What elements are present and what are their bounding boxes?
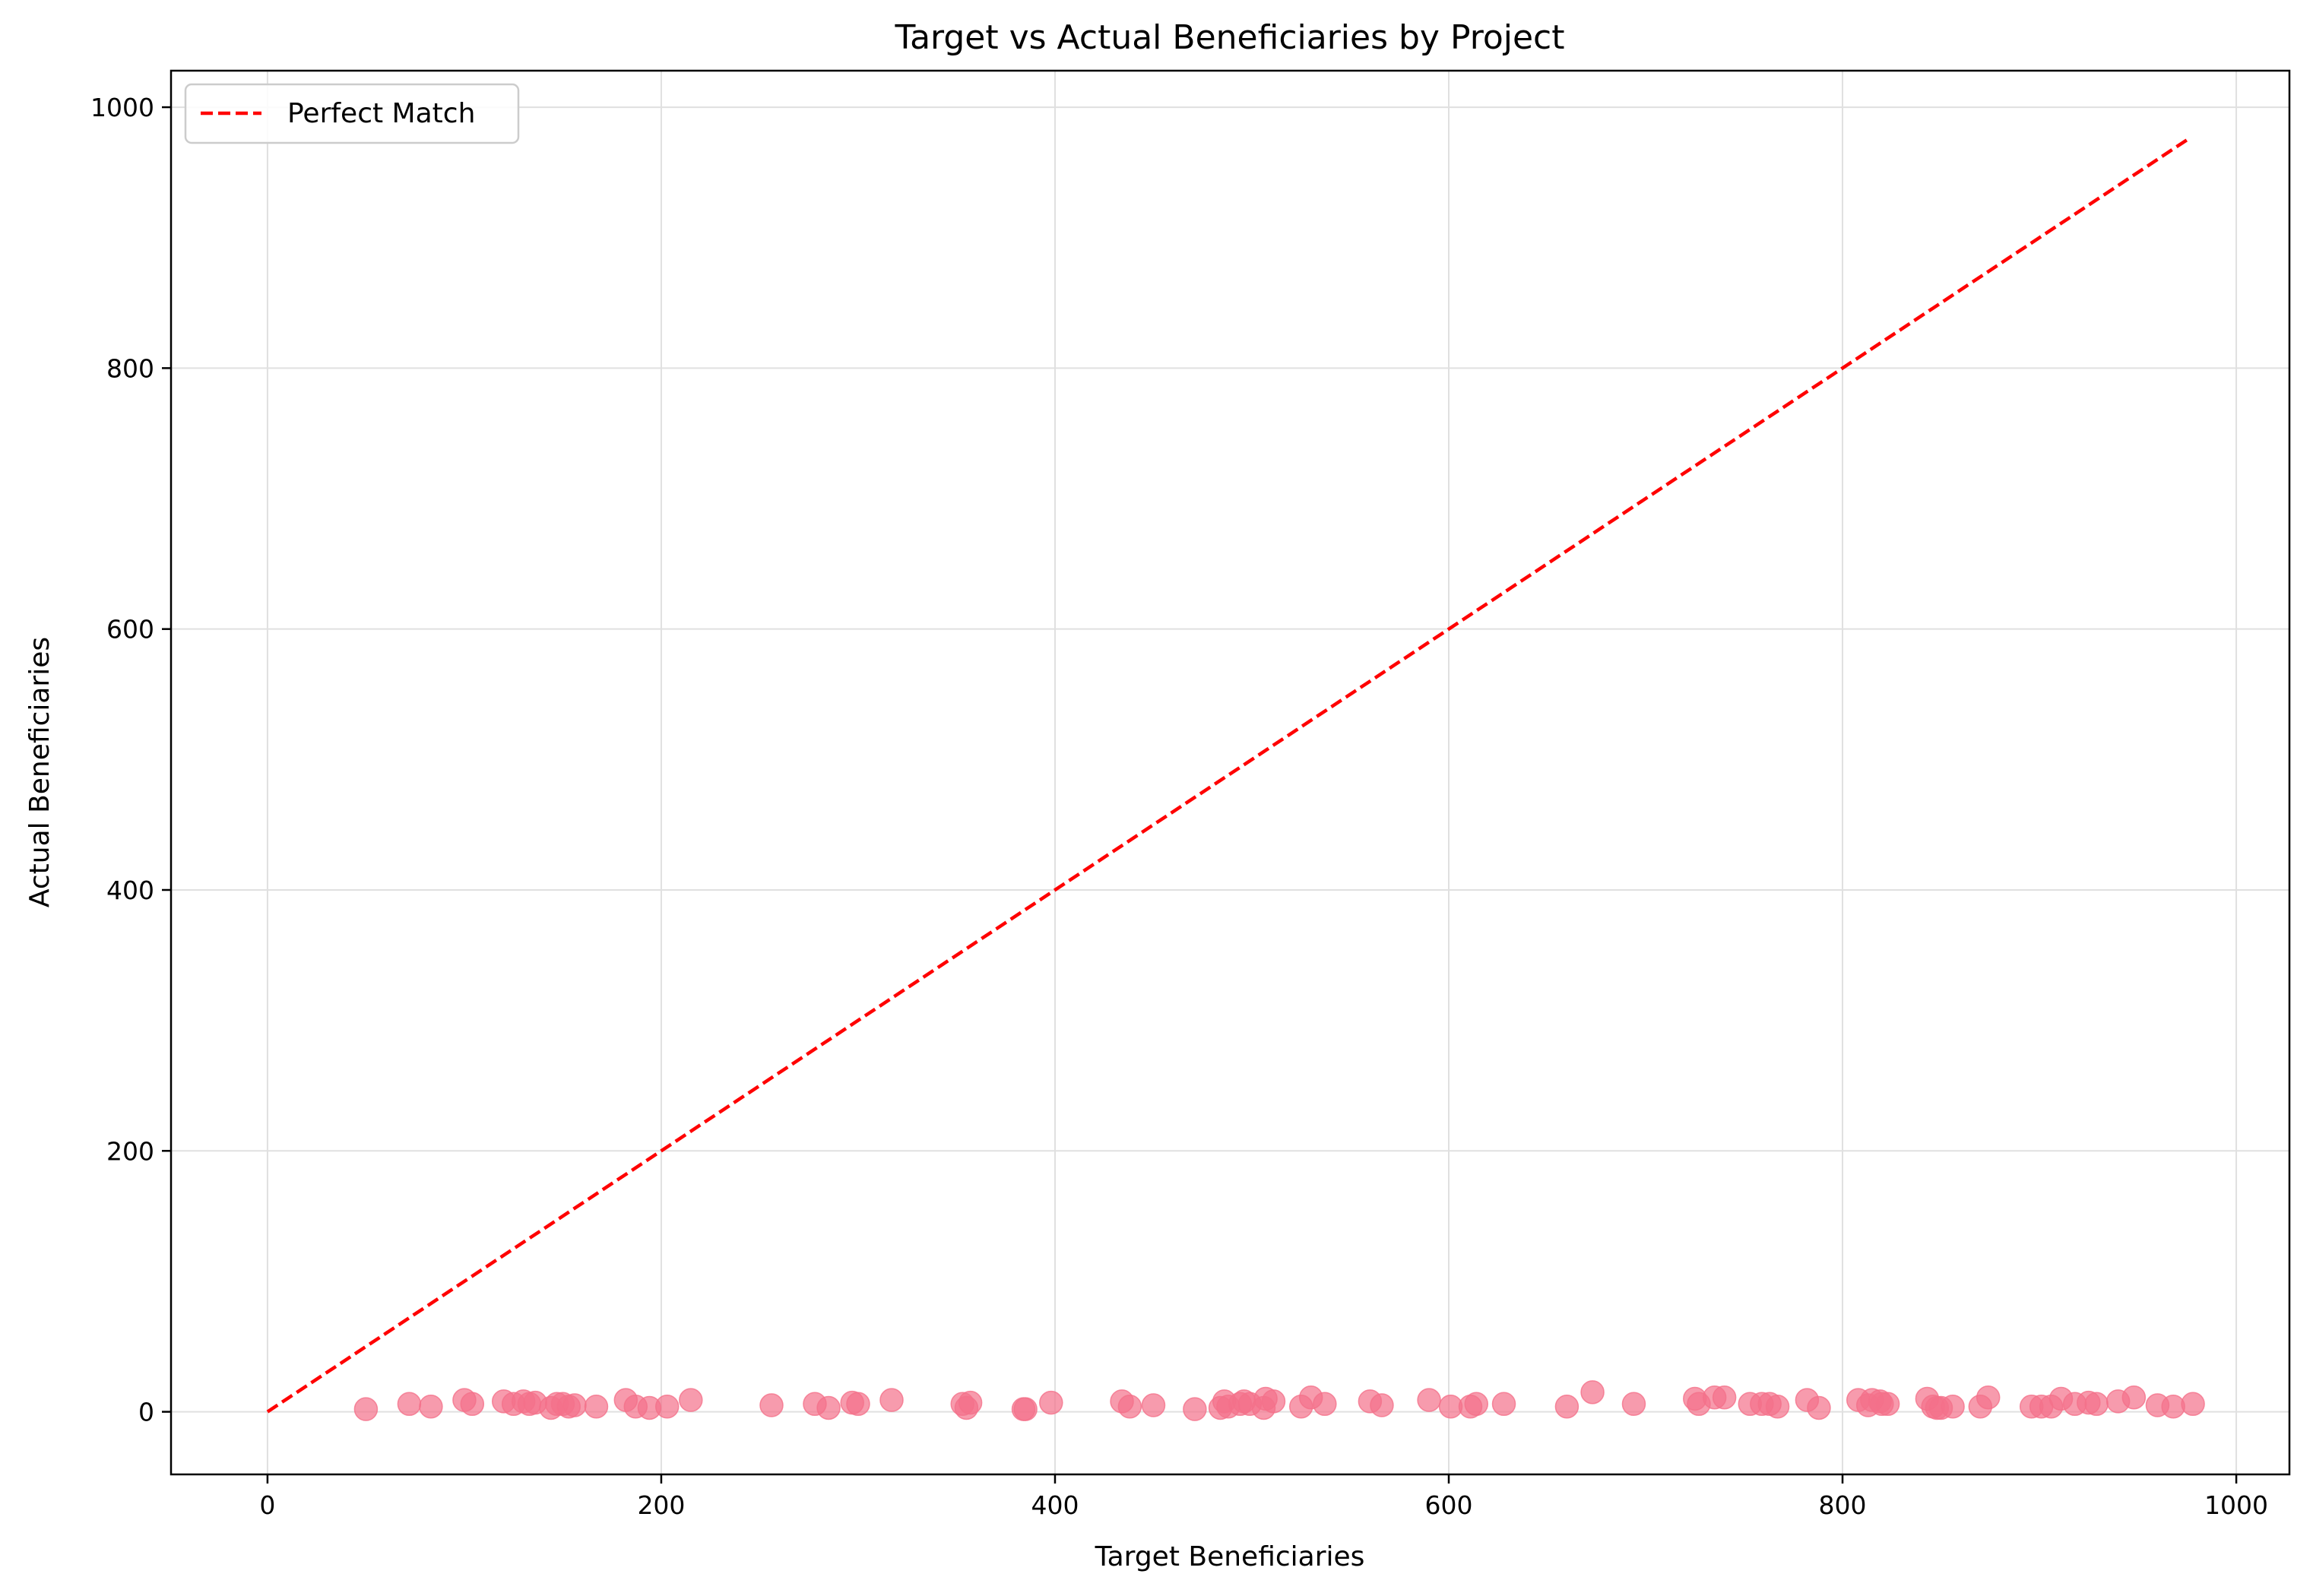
data-point xyxy=(1117,1394,1142,1419)
legend-entry-perfect-match: Perfect Match xyxy=(287,98,475,129)
x-axis-ticks: 0 200 400 600 800 1000 xyxy=(259,1474,2268,1520)
x-tick-label: 1000 xyxy=(2204,1490,2268,1520)
data-point xyxy=(1417,1388,1441,1412)
data-point xyxy=(2084,1392,2109,1417)
data-point xyxy=(1807,1395,1831,1420)
data-point xyxy=(1464,1392,1489,1417)
data-point xyxy=(1875,1392,1900,1417)
y-tick-label: 0 xyxy=(138,1398,154,1427)
y-axis-ticks: 0 200 400 600 800 1000 xyxy=(90,93,171,1427)
data-point xyxy=(816,1395,841,1420)
data-point xyxy=(584,1394,609,1419)
data-point xyxy=(1712,1385,1737,1410)
data-point xyxy=(1976,1385,2001,1410)
data-point xyxy=(846,1392,870,1417)
data-point xyxy=(958,1390,983,1415)
x-tick-label: 800 xyxy=(1819,1490,1867,1520)
data-point xyxy=(1261,1389,1286,1414)
data-point xyxy=(1580,1380,1605,1404)
data-point xyxy=(1039,1390,1063,1415)
y-tick-label: 400 xyxy=(106,876,154,905)
data-point xyxy=(1941,1394,1965,1419)
data-point xyxy=(1621,1392,1646,1417)
data-point xyxy=(679,1388,703,1412)
x-axis-title: Target Beneficiaries xyxy=(1095,1541,1365,1572)
axes-frame xyxy=(170,69,2291,1476)
y-axis-title: Actual Beneficiaries xyxy=(24,637,55,907)
y-tick-label: 800 xyxy=(106,353,154,383)
x-tick-label: 0 xyxy=(259,1490,275,1520)
data-point xyxy=(2121,1385,2147,1410)
x-tick-label: 600 xyxy=(1425,1490,1473,1520)
x-tick-label: 200 xyxy=(637,1490,685,1520)
chart-title: Target vs Actual Beneficiaries by Projec… xyxy=(895,18,1565,57)
data-point xyxy=(397,1392,422,1417)
data-point xyxy=(460,1392,485,1417)
data-point xyxy=(759,1393,784,1417)
data-point xyxy=(1013,1397,1038,1421)
data-point xyxy=(654,1394,680,1419)
data-point xyxy=(1491,1392,1516,1417)
data-point xyxy=(1313,1392,1337,1417)
y-tick-label: 1000 xyxy=(90,93,154,122)
data-point xyxy=(562,1393,587,1417)
legend-box xyxy=(184,83,520,144)
data-point xyxy=(1370,1393,1394,1417)
data-point xyxy=(879,1388,904,1412)
y-tick-label: 200 xyxy=(106,1136,154,1166)
data-point xyxy=(353,1397,379,1421)
data-point xyxy=(419,1394,443,1419)
data-points xyxy=(353,1380,2205,1421)
data-point xyxy=(1765,1394,1790,1419)
legend: Perfect Match xyxy=(184,83,520,144)
data-point xyxy=(2161,1394,2185,1419)
x-tick-label: 400 xyxy=(1031,1490,1079,1520)
data-point xyxy=(1183,1397,1207,1421)
data-point xyxy=(2181,1392,2205,1417)
data-point xyxy=(1554,1394,1579,1419)
data-point xyxy=(1141,1393,1166,1417)
y-tick-label: 600 xyxy=(106,615,154,644)
